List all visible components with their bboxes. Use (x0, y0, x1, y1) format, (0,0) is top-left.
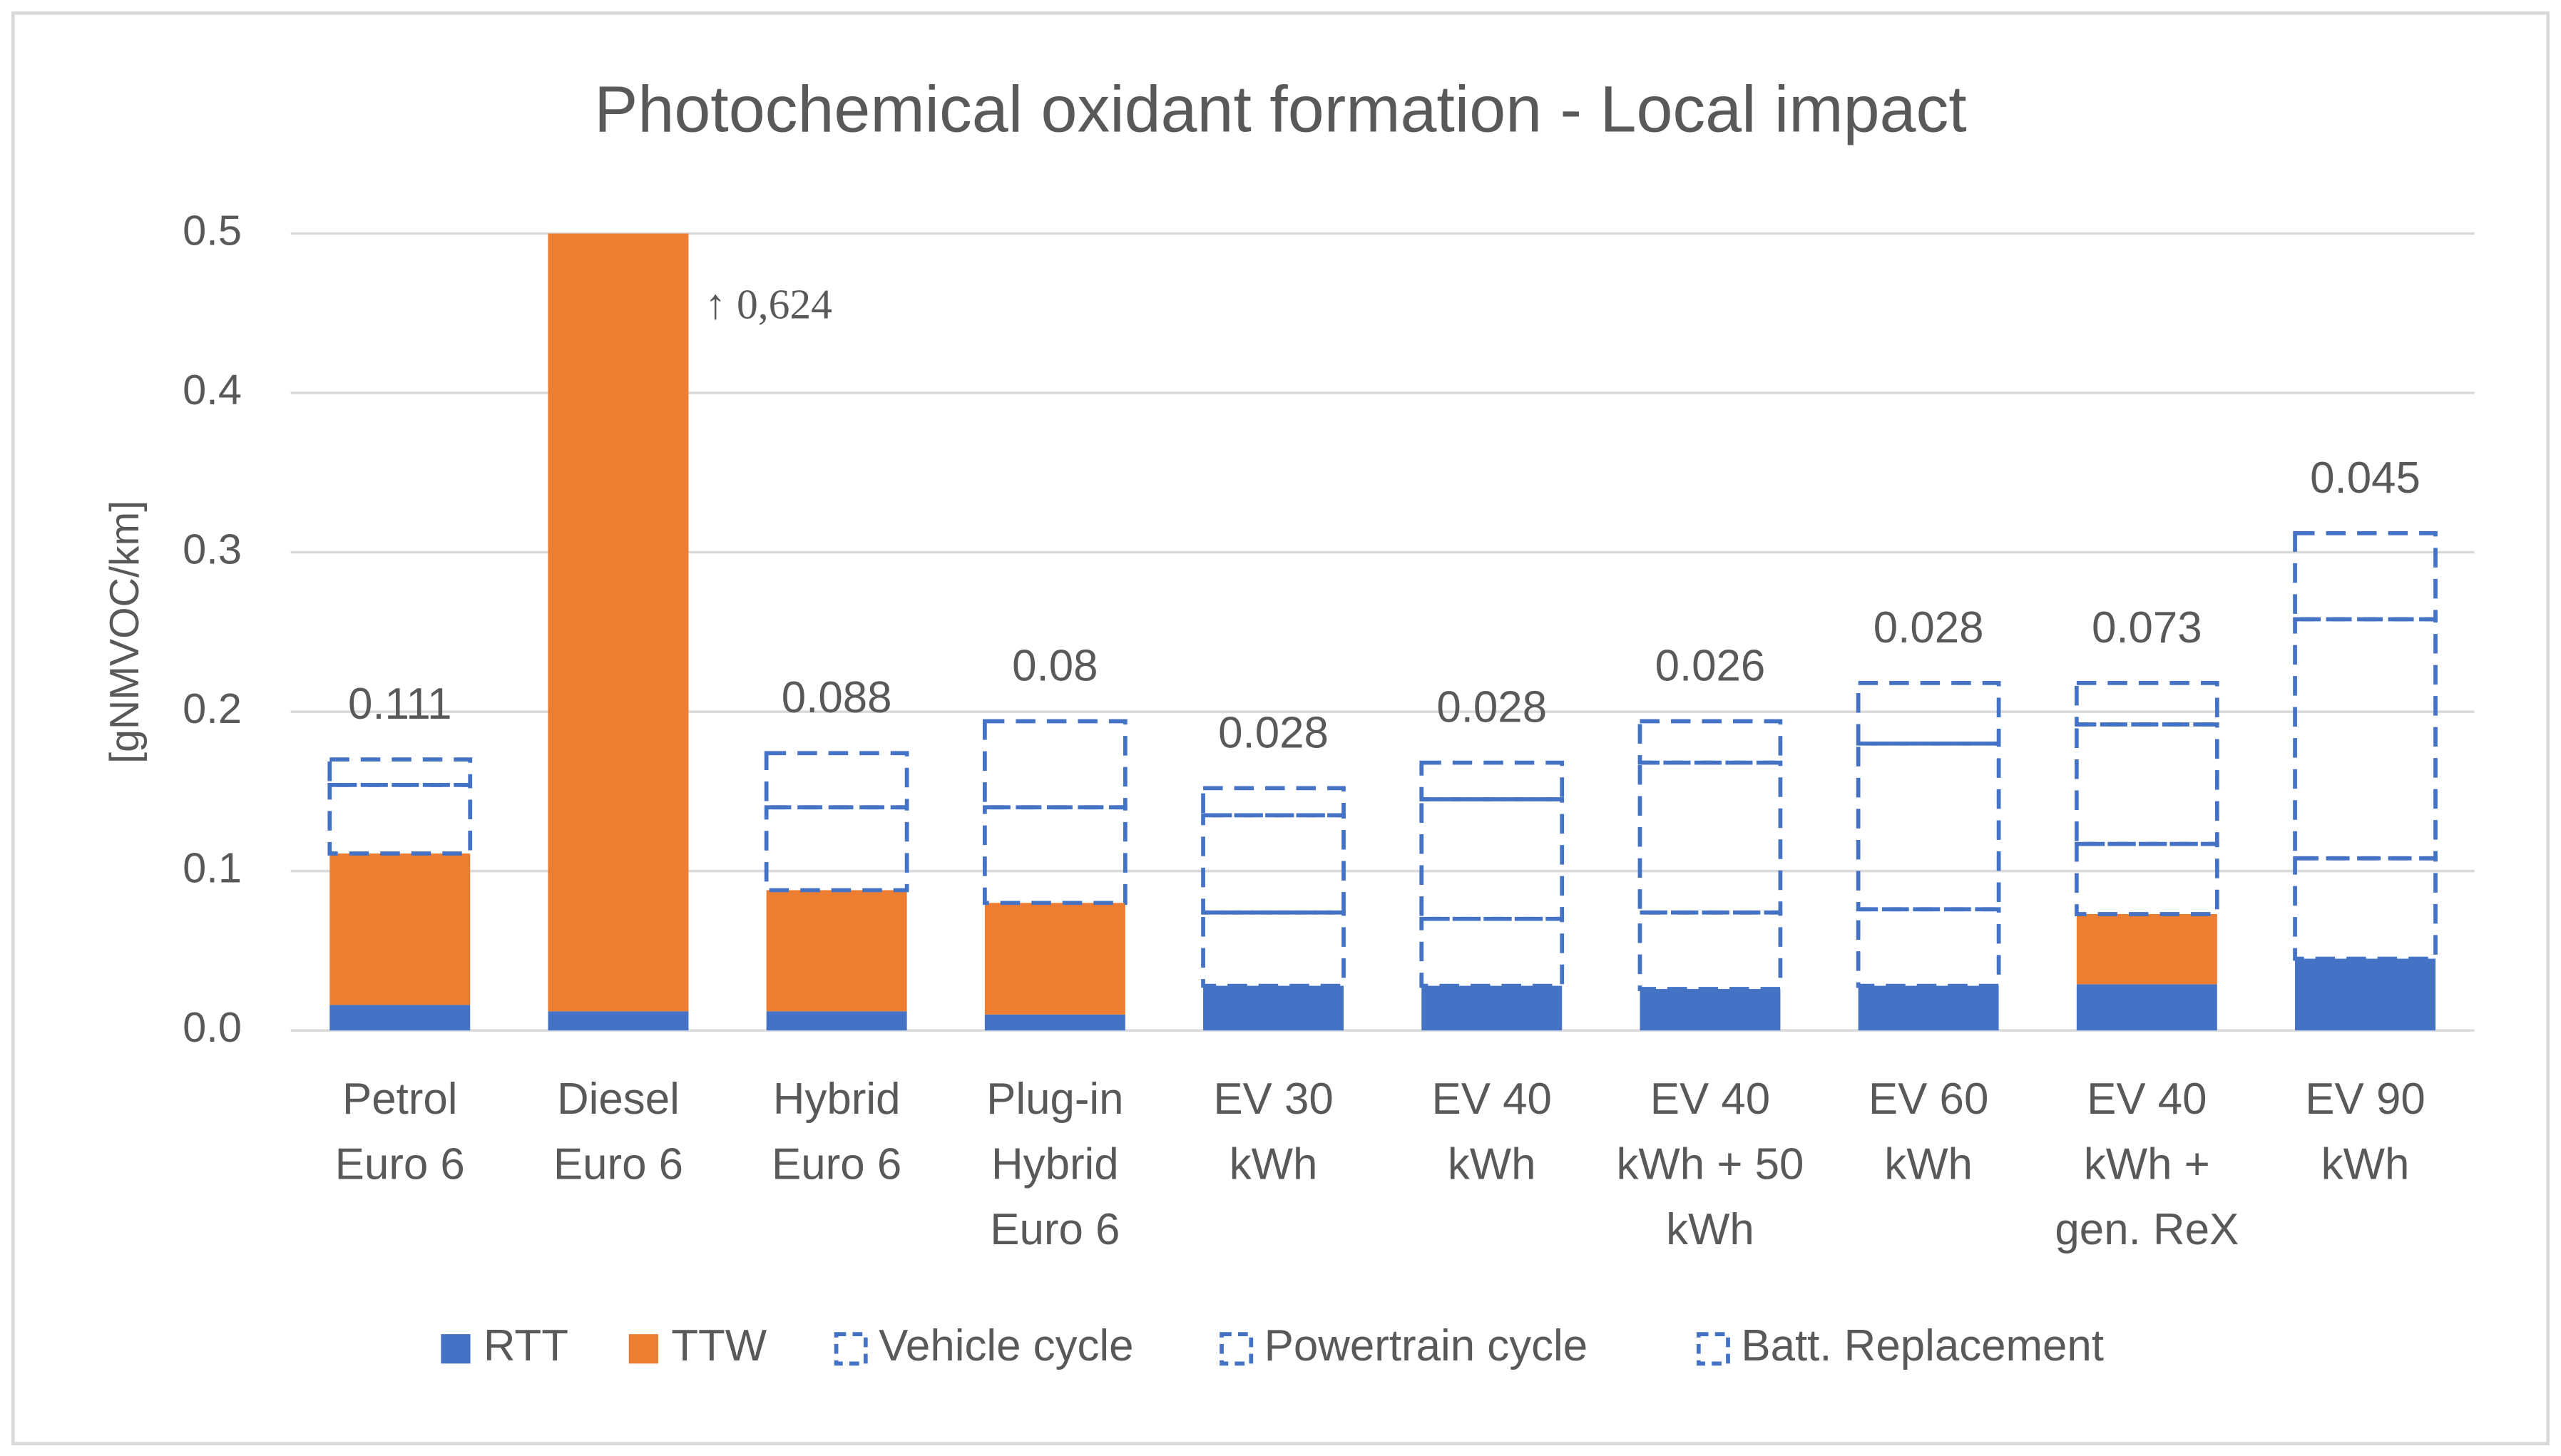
bar-segment (1201, 786, 1346, 818)
x-tick-label: Hybrid Euro 6 (772, 1075, 901, 1189)
bar-segment (983, 719, 1128, 810)
x-tick-label: EV 40 kWh (1432, 1075, 1552, 1189)
labels: 0.0 0.1 0.2 0.3 0.4 0.5 Petrol Euro 6 0.111 Diese… (183, 206, 2425, 1370)
legend-label: TTW (671, 1321, 767, 1370)
bar-segment (766, 1011, 907, 1031)
x-tick-label: EV 40 kWh + 50 kWh (1616, 1075, 1804, 1254)
bar-segment (1201, 910, 1346, 988)
bar-segment (2074, 841, 2219, 916)
bar-segment (984, 903, 1125, 1015)
bar-segment (548, 1011, 689, 1031)
bar-segment (1640, 989, 1781, 1031)
bar-segment (1419, 760, 1565, 801)
total-label: 0.026 (1655, 642, 1766, 691)
y-tick-label: 0.2 (183, 685, 242, 732)
chart-title: Photochemical oxidant formation - Local … (594, 73, 1966, 146)
x-tick-label: EV 40 kWh + gen. ReX (2055, 1075, 2239, 1254)
bar-segment (766, 890, 907, 1012)
y-axis-label: [gNMVOC/km] (102, 501, 148, 764)
bar-segment (1203, 985, 1344, 1031)
bar-segment (2074, 681, 2219, 727)
bar-segment (1637, 719, 1783, 765)
legend-swatch (441, 1334, 471, 1364)
bar-segment (1421, 985, 1563, 1031)
legend-label: RTT (484, 1321, 568, 1370)
y-tick-label: 0.0 (183, 1003, 242, 1051)
y-tick-label: 0.4 (183, 366, 242, 414)
bar-segment (1419, 797, 1565, 921)
y-tick-label: 0.5 (183, 206, 242, 254)
total-label: 0.045 (2310, 453, 2421, 503)
chart-border (11, 11, 2550, 1445)
total-label: 0.028 (1218, 708, 1329, 757)
bar-segment (1419, 916, 1565, 988)
total-label: 0.111 (348, 680, 452, 729)
x-tick-label: EV 30 kWh (1213, 1075, 1333, 1189)
bar-segment (1856, 741, 2001, 912)
x-tick-label: EV 60 kWh (1869, 1075, 1988, 1189)
bar-segment (1856, 681, 2001, 746)
bar-segment (2076, 984, 2217, 1031)
bar-segment (984, 1014, 1125, 1031)
bar-segment (329, 853, 471, 1005)
y-tick-label: 0.3 (183, 525, 242, 573)
x-tick-label: Diesel Euro 6 (553, 1075, 683, 1189)
legend-label: Vehicle cycle (879, 1321, 1133, 1370)
bar-segment (2293, 530, 2438, 622)
legend-swatch (628, 1334, 658, 1364)
total-label: 0.028 (1874, 603, 1984, 652)
bar-segment (2295, 958, 2435, 1031)
legend-label: Batt. Replacement (1741, 1321, 2104, 1370)
legend-swatch (1220, 1332, 1254, 1366)
x-tick-label: Petrol Euro 6 (335, 1075, 465, 1189)
bar-segment (548, 233, 689, 1012)
bar-segment (327, 757, 473, 787)
legend-label: Powertrain cycle (1264, 1321, 1588, 1370)
bar-segment (764, 751, 909, 810)
legend-swatch (1696, 1332, 1730, 1366)
x-tick-label: EV 90 kWh (2305, 1075, 2425, 1189)
bar-segment (1858, 985, 1999, 1031)
y-tick-label: 0.1 (183, 844, 242, 891)
bar-segment (2076, 913, 2217, 985)
total-label: ↑ 0,624 (705, 281, 832, 328)
total-label: 0.028 (1436, 683, 1547, 732)
total-label: 0.073 (2092, 603, 2202, 652)
x-tick-label: Plug-in Hybrid Euro 6 (986, 1075, 1123, 1254)
legend-swatch (834, 1332, 868, 1366)
bar-segment (1201, 813, 1346, 915)
total-label: 0.08 (1012, 642, 1098, 691)
bars (327, 233, 2438, 1031)
total-label: 0.088 (782, 673, 892, 722)
bar-segment (329, 1005, 471, 1031)
